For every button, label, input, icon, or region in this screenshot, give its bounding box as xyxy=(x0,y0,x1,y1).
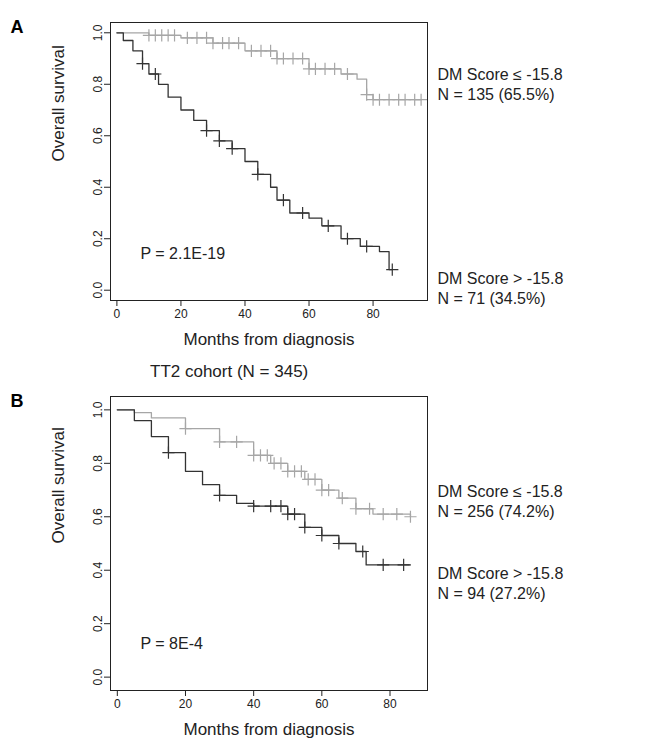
svg-text:DM Score > -15.8N = 94 (27.2%): DM Score > -15.8N = 94 (27.2%) xyxy=(438,565,564,602)
svg-text:0.0: 0.0 xyxy=(91,282,105,299)
svg-text:DM Score > -15.8N = 71 (34.5%): DM Score > -15.8N = 71 (34.5%) xyxy=(438,270,564,307)
svg-text:0: 0 xyxy=(114,697,121,711)
svg-text:P = 2.1E-19: P = 2.1E-19 xyxy=(141,245,226,262)
svg-text:A: A xyxy=(11,17,24,37)
svg-text:P = 8E-4: P = 8E-4 xyxy=(141,635,204,652)
svg-text:0.4: 0.4 xyxy=(91,179,105,196)
svg-text:0.6: 0.6 xyxy=(91,508,105,525)
svg-text:0.4: 0.4 xyxy=(91,562,105,579)
svg-text:0.0: 0.0 xyxy=(91,668,105,685)
svg-text:60: 60 xyxy=(315,697,329,711)
svg-text:0.8: 0.8 xyxy=(91,455,105,472)
svg-text:DM Score ≤ -15.8N = 135 (65.5%: DM Score ≤ -15.8N = 135 (65.5%) xyxy=(438,66,563,103)
svg-text:1.0: 1.0 xyxy=(91,401,105,418)
svg-text:0.8: 0.8 xyxy=(91,76,105,93)
svg-text:0.2: 0.2 xyxy=(91,230,105,247)
svg-text:Overall survival: Overall survival xyxy=(49,45,68,161)
svg-text:40: 40 xyxy=(247,697,261,711)
svg-text:0.6: 0.6 xyxy=(91,127,105,144)
svg-text:Months from diagnosis: Months from diagnosis xyxy=(183,330,354,349)
svg-text:Months from diagnosis: Months from diagnosis xyxy=(183,720,354,739)
svg-text:20: 20 xyxy=(179,697,193,711)
svg-text:40: 40 xyxy=(238,307,252,321)
svg-text:0.2: 0.2 xyxy=(91,615,105,632)
svg-text:60: 60 xyxy=(302,307,316,321)
svg-text:DM Score ≤ -15.8N = 256 (74.2%: DM Score ≤ -15.8N = 256 (74.2%) xyxy=(438,483,563,520)
svg-text:1.0: 1.0 xyxy=(91,24,105,41)
svg-text:0: 0 xyxy=(114,307,121,321)
html-text:TT2 cohort (N = 345): TT2 cohort (N = 345) xyxy=(150,362,309,381)
svg-text:80: 80 xyxy=(383,697,397,711)
svg-text:80: 80 xyxy=(366,307,380,321)
svg-text:20: 20 xyxy=(174,307,188,321)
svg-text:Overall survival: Overall survival xyxy=(49,427,68,543)
svg-text:B: B xyxy=(11,391,24,411)
